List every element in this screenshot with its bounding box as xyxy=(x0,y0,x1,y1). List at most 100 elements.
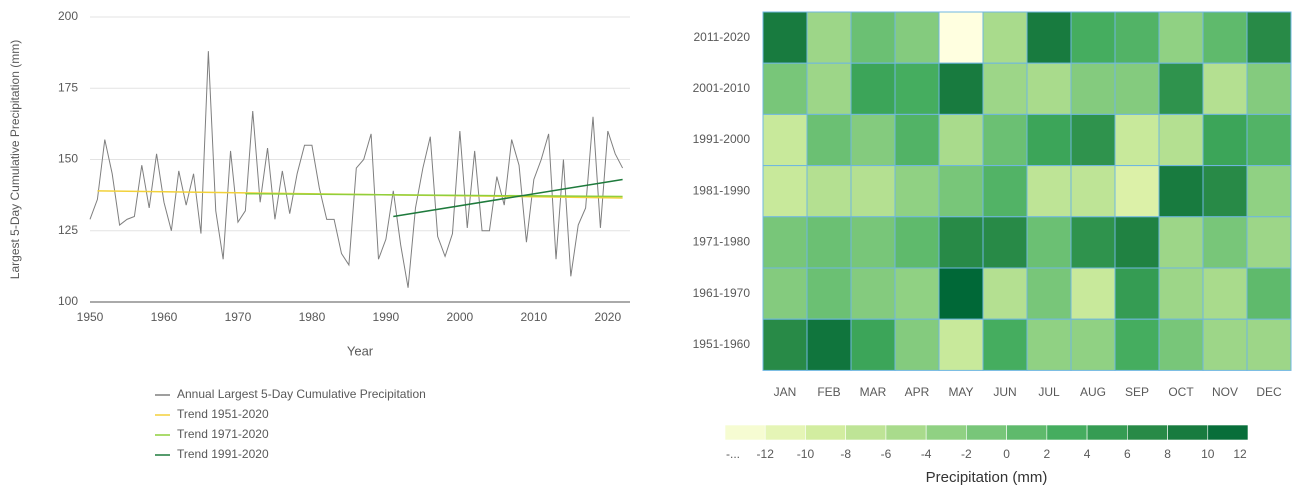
column-label: OCT xyxy=(1168,385,1194,399)
heatmap-cell xyxy=(850,318,896,371)
colorbar-tick-label: 2 xyxy=(1044,447,1051,461)
y-axis-label: Largest 5-Day Cumulative Precipitation (… xyxy=(8,40,22,279)
heatmap-cell xyxy=(1070,113,1116,167)
heatmap-cell xyxy=(938,216,984,269)
column-label: NOV xyxy=(1212,385,1238,399)
row-label: 2011-2020 xyxy=(694,30,751,44)
column-label: SEP xyxy=(1125,385,1149,399)
colorbar-segment xyxy=(885,424,927,441)
row-label: 1981-1990 xyxy=(693,183,751,197)
heatmap-cell xyxy=(1202,216,1248,269)
heatmap-cell xyxy=(806,62,852,115)
x-tick-label: 1980 xyxy=(299,310,326,324)
heatmap-cell xyxy=(1202,62,1248,115)
heatmap-cell xyxy=(938,11,984,64)
legend-label: Trend 1971-2020 xyxy=(177,427,269,441)
heatmap-cell xyxy=(1202,165,1248,218)
heatmap-cell xyxy=(762,113,808,167)
heatmap-cell xyxy=(982,62,1028,115)
heatmap-cell xyxy=(1158,11,1204,64)
legend-label: Annual Largest 5-Day Cumulative Precipit… xyxy=(177,387,426,401)
y-tick-label: 175 xyxy=(58,80,78,94)
heatmap-cell xyxy=(1070,165,1116,218)
heatmap-cell xyxy=(1246,11,1292,64)
heatmap-cell xyxy=(850,216,896,269)
heatmap-cell xyxy=(762,62,808,115)
colorbar-segment xyxy=(925,424,967,441)
y-tick-label: 200 xyxy=(58,9,78,23)
heatmap-cell xyxy=(982,165,1028,218)
heatmap-cell xyxy=(1070,11,1116,64)
x-tick-label: 2000 xyxy=(447,310,474,324)
heatmap-cell xyxy=(1114,318,1160,371)
row-label: 1951-1960 xyxy=(693,337,751,351)
heatmap-cell xyxy=(1026,11,1072,64)
heatmap-cell xyxy=(1202,11,1248,64)
row-label: 1961-1970 xyxy=(693,286,751,300)
colorbar-segment xyxy=(805,424,846,441)
colorbar-tick-label: 0 xyxy=(1003,447,1010,461)
heatmap-cell xyxy=(1114,165,1160,218)
heatmap-cell xyxy=(806,318,852,371)
heatmap-cell xyxy=(806,216,852,269)
heatmap-cell xyxy=(1246,216,1292,269)
series-line xyxy=(393,178,623,218)
heatmap-cell xyxy=(1158,267,1204,320)
colorbar-segment xyxy=(1086,424,1128,441)
heatmap-cell xyxy=(806,11,852,64)
heatmap-cell xyxy=(1158,113,1204,167)
heatmap-cell xyxy=(1026,113,1072,167)
legend-label: Trend 1991-2020 xyxy=(177,447,269,461)
heatmap-cell xyxy=(1114,11,1160,64)
heatmap-cell xyxy=(894,318,940,371)
heatmap-cell xyxy=(806,113,852,167)
heatmap-cell xyxy=(1158,318,1204,371)
heatmap-cell xyxy=(1026,216,1072,269)
x-tick-label: 1960 xyxy=(151,310,178,324)
heatmap-cell xyxy=(850,62,896,115)
heatmap-cell xyxy=(762,165,808,218)
colorbar-tick-label: 12 xyxy=(1233,447,1247,461)
colorbar-segment xyxy=(845,424,887,441)
heatmap-cell xyxy=(762,267,808,320)
heatmap-cell xyxy=(1026,318,1072,371)
heatmap-cell xyxy=(1026,267,1072,320)
row-label: 1991-2000 xyxy=(693,132,751,146)
heatmap-cell xyxy=(850,165,896,218)
heatmap-cell xyxy=(1246,267,1292,320)
heatmap-cell xyxy=(1246,318,1292,371)
column-label: JUN xyxy=(993,385,1016,399)
heatmap-cell xyxy=(1026,62,1072,115)
colorbar-tick-label: 8 xyxy=(1164,447,1171,461)
heatmap-cell xyxy=(850,11,896,64)
heatmap-cell xyxy=(1114,62,1160,115)
colorbar-tick-label: -4 xyxy=(921,447,932,461)
heatmap-cell xyxy=(938,113,984,167)
heatmap-cell xyxy=(850,267,896,320)
column-label: MAY xyxy=(948,385,973,399)
heatmap-cell xyxy=(1070,62,1116,115)
column-label: JUL xyxy=(1038,385,1060,399)
colorbar-tick-label: -2 xyxy=(961,447,972,461)
heatmap-cell xyxy=(894,216,940,269)
heatmap-cell xyxy=(1246,113,1292,167)
heatmap-cell xyxy=(806,165,852,218)
x-tick-label: 1950 xyxy=(77,310,104,324)
heatmap-cell xyxy=(1202,267,1248,320)
colorbar-tick-label: -6 xyxy=(881,447,892,461)
column-label: MAR xyxy=(860,385,887,399)
colorbar-tick-label: 4 xyxy=(1084,447,1091,461)
row-label: 2001-2010 xyxy=(693,81,751,95)
column-label: FEB xyxy=(817,385,840,399)
heatmap-cell xyxy=(762,216,808,269)
legend-label: Trend 1951-2020 xyxy=(177,407,269,421)
heatmap-cell xyxy=(762,318,808,371)
heatmap-cell xyxy=(1114,267,1160,320)
series-line xyxy=(245,192,623,198)
column-label: AUG xyxy=(1080,385,1106,399)
colorbar-segment xyxy=(1046,424,1088,441)
heatmap-cell xyxy=(938,267,984,320)
colorbar-tick-label: 10 xyxy=(1201,447,1215,461)
column-label: DEC xyxy=(1256,385,1282,399)
